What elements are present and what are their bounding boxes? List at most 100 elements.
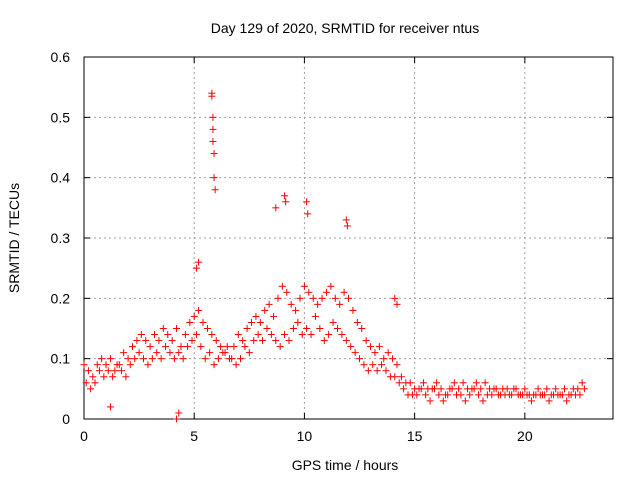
- data-point: [552, 385, 560, 393]
- data-point: [106, 403, 114, 411]
- data-point: [503, 385, 511, 393]
- data-point: [109, 373, 117, 381]
- data-point: [309, 294, 317, 302]
- data-point: [245, 349, 253, 357]
- data-point: [433, 379, 441, 387]
- data-point: [195, 258, 203, 266]
- data-point: [311, 312, 319, 320]
- data-point: [124, 355, 132, 363]
- data-point: [351, 349, 359, 357]
- data-point: [212, 337, 220, 345]
- data-point: [395, 379, 403, 387]
- data-point: [157, 355, 165, 363]
- data-point: [261, 306, 269, 314]
- data-point: [364, 367, 372, 375]
- y-tick-label: 0.3: [51, 230, 71, 246]
- data-point: [285, 337, 293, 345]
- y-tick-label: 0: [62, 411, 70, 427]
- data-point: [362, 337, 370, 345]
- data-point: [479, 397, 487, 405]
- grid-lines: [84, 57, 613, 419]
- data-point: [133, 337, 141, 345]
- data-point: [320, 337, 328, 345]
- data-point: [104, 367, 112, 375]
- data-point: [223, 343, 231, 351]
- data-point: [164, 331, 172, 339]
- data-point: [128, 343, 136, 351]
- data-point: [232, 361, 240, 369]
- data-point: [382, 367, 390, 375]
- data-point: [314, 300, 322, 308]
- data-point: [367, 343, 375, 351]
- data-point: [391, 294, 399, 302]
- data-point: [209, 113, 217, 121]
- data-point: [303, 198, 311, 206]
- data-point: [248, 318, 256, 326]
- data-point: [343, 222, 351, 230]
- data-point: [338, 331, 346, 339]
- data-point: [543, 385, 551, 393]
- data-point: [267, 331, 275, 339]
- data-point: [389, 355, 397, 363]
- data-point: [166, 349, 174, 357]
- data-point: [347, 343, 355, 351]
- data-point: [521, 385, 529, 393]
- data-point: [444, 391, 452, 399]
- data-point: [192, 264, 200, 272]
- data-point: [492, 385, 500, 393]
- data-point: [378, 361, 386, 369]
- data-point: [199, 318, 207, 326]
- data-point: [93, 361, 101, 369]
- data-point: [329, 318, 337, 326]
- y-tick-label: 0.5: [51, 109, 71, 125]
- data-point: [422, 391, 430, 399]
- data-point: [430, 385, 438, 393]
- data-point: [527, 397, 535, 405]
- data-point: [87, 385, 95, 393]
- data-point: [510, 385, 518, 393]
- data-point: [173, 325, 181, 332]
- data-point: [393, 300, 401, 308]
- data-point: [563, 397, 571, 405]
- data-point: [184, 343, 192, 351]
- data-point: [186, 318, 194, 326]
- data-point: [342, 337, 350, 345]
- x-tick-label: 15: [407, 428, 423, 444]
- data-point: [155, 337, 163, 345]
- data-point: [230, 343, 238, 351]
- data-point: [481, 379, 489, 387]
- data-point: [117, 367, 125, 375]
- data-point: [259, 337, 267, 345]
- data-point: [234, 331, 242, 339]
- data-point: [371, 349, 379, 357]
- data-point: [254, 331, 262, 339]
- data-point: [137, 331, 145, 339]
- data-point: [135, 349, 143, 357]
- data-point: [173, 415, 181, 423]
- x-axis-label: GPS time / hours: [292, 457, 399, 473]
- y-tick-label: 0.1: [51, 351, 71, 367]
- data-point: [578, 379, 586, 387]
- data-point: [80, 361, 88, 369]
- data-point: [523, 391, 531, 399]
- data-point: [250, 337, 258, 345]
- data-point: [281, 192, 289, 200]
- data-point: [162, 343, 170, 351]
- data-point: [369, 361, 377, 369]
- data-point: [574, 385, 582, 393]
- data-point: [188, 337, 196, 345]
- data-point: [276, 343, 284, 351]
- y-tick-label: 0.4: [51, 170, 71, 186]
- data-point: [296, 294, 304, 302]
- data-point: [140, 355, 148, 363]
- data-point: [208, 92, 216, 100]
- x-tick-label: 20: [517, 428, 533, 444]
- data-point: [144, 361, 152, 369]
- data-point: [153, 349, 161, 357]
- data-point: [558, 391, 566, 399]
- data-point: [300, 282, 308, 290]
- data-point: [466, 391, 474, 399]
- x-tick-label: 10: [297, 428, 313, 444]
- data-point: [448, 385, 456, 393]
